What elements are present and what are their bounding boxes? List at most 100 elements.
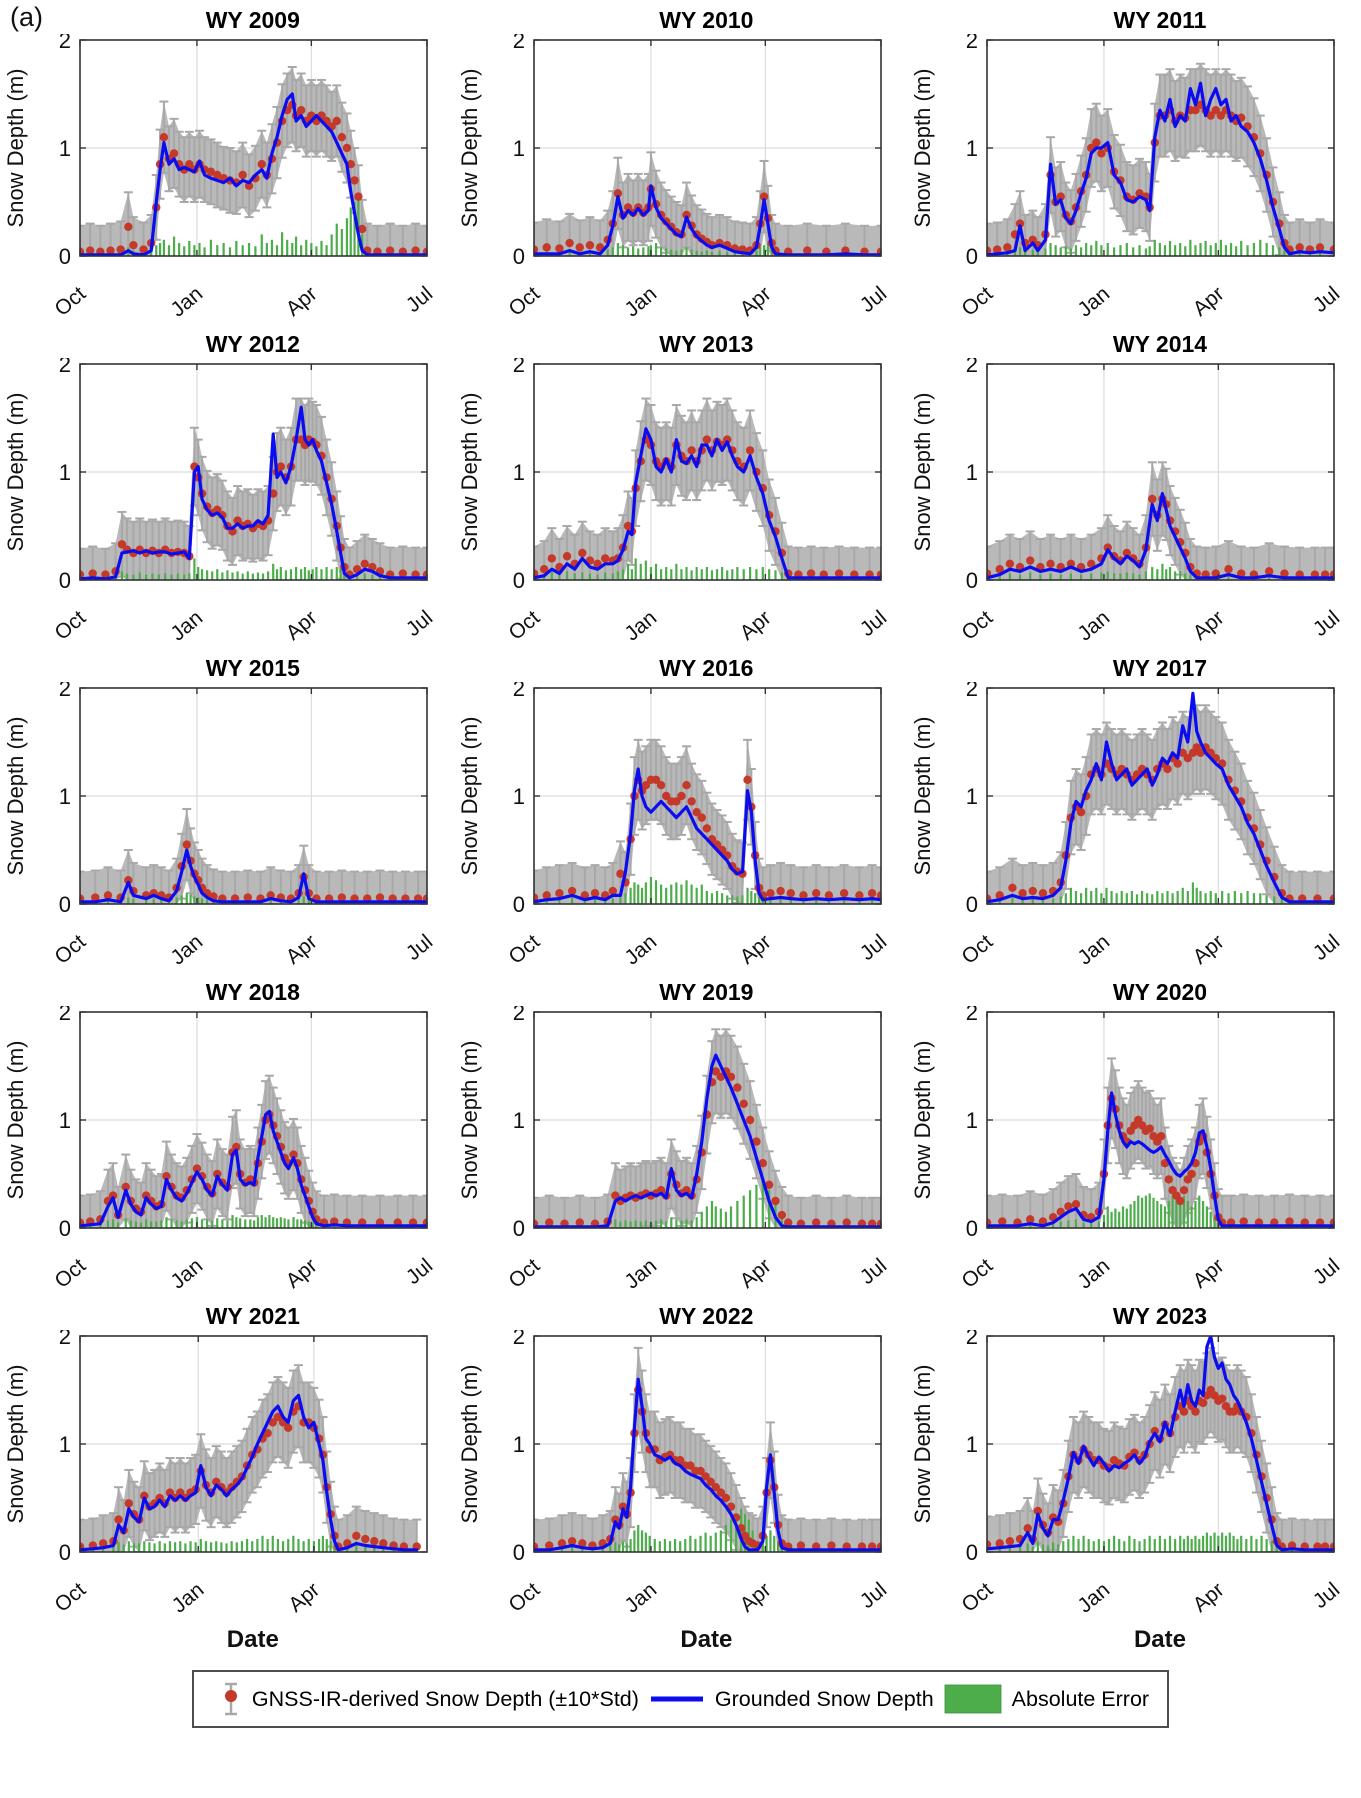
y-tick-label: 2 [59,1330,71,1349]
subplot-title: WY 2019 [659,979,754,1005]
y-axis-label: Snow Depth (m) [6,1365,28,1524]
subplot-wy-2017: WY 2017 Oct Jan Apr Jul 0 1 2 Snow Depth (m) [907,652,1361,976]
x-tick-label: Oct [958,282,998,321]
y-tick-label: 2 [59,34,71,53]
subplot-chart: Oct Jan Apr Jul 0 1 2 Snow Depth (m) [913,34,1344,322]
subplot-title: WY 2023 [1112,1303,1208,1329]
y-axis-label: Snow Depth (m) [6,69,28,228]
x-tick-label: Apr [1189,282,1229,321]
x-tick-label: Oct [50,606,90,645]
subplot-title: WY 2018 [205,979,300,1005]
panel-label: (a) [10,2,43,32]
x-tick-label: Jul [402,1254,437,1289]
x-tick-label: Jan [1074,930,1115,969]
x-tick-label: Apr [735,282,775,321]
subplot-wy-2023: WY 2023 Oct Jan Apr Jul 0 1 2 Snow Depth (m) [907,1300,1361,1624]
y-tick-label: 0 [59,244,71,269]
x-tick-label: Oct [504,1578,544,1617]
x-tick-label: Jul [402,606,437,641]
x-axis-label: Date [680,1626,733,1653]
y-tick-label: 1 [59,1108,71,1133]
x-tick-label: Jan [166,1254,207,1293]
subplot-title: WY 2016 [659,655,754,681]
y-tick-label: 0 [512,1216,524,1241]
date-row: Date Date Date [0,1626,1361,1654]
y-tick-label: 1 [59,1432,71,1457]
legend-label-grounded: Grounded Snow Depth [714,1686,934,1711]
subplot-chart: Oct Jan Apr Jul 0 1 2 Snow Depth (m) [913,358,1344,646]
y-tick-label: 2 [59,1006,71,1025]
subplot-wy-2021: WY 2021 Oct Jan Apr 0 1 2 Snow Depth (m) [0,1300,454,1624]
x-tick-label: Oct [504,606,544,645]
subplot-title: WY 2010 [659,7,754,33]
errorbar-marker-icon [224,1682,237,1716]
y-tick-label: 2 [966,682,978,701]
subplot-title: WY 2017 [1112,655,1208,681]
y-tick-label: 0 [59,892,71,917]
subplot-chart: Oct Jan Apr Jul 0 1 2 Snow Depth (m) [6,1006,437,1294]
y-axis-label: Snow Depth (m) [460,393,482,552]
x-tick-label: Jan [1074,606,1115,645]
x-tick-label: Jan [166,930,207,969]
subplot-wy-2020: WY 2020 Oct Jan Apr Jul 0 1 2 Snow Depth (m) [907,976,1361,1300]
subplot-wy-2019: WY 2019 Oct Jan Apr Jul 0 1 2 Snow Depth (m) [454,976,908,1300]
subplot-grid: WY 2009 Oct Jan Apr Jul 0 1 2 Snow Depth (m) WY 2… [0,4,1361,1624]
subplot-title: WY 2014 [1112,331,1208,357]
y-tick-label: 2 [512,34,524,53]
subplot-title: WY 2021 [205,1303,300,1329]
x-tick-label: Oct [50,282,90,321]
x-tick-label: Apr [1189,1578,1229,1617]
x-tick-label: Oct [50,930,90,969]
subplot-chart: Oct Jan Apr Jul 0 1 2 Snow Depth (m) [913,1006,1344,1294]
subplot-wy-2014: WY 2014 Oct Jan Apr Jul 0 1 2 Snow Depth (m) [907,328,1361,652]
y-axis-label: Snow Depth (m) [6,393,28,552]
y-tick-label: 1 [966,136,978,161]
x-tick-label: Jul [1309,1578,1344,1613]
y-tick-label: 2 [59,682,71,701]
subplot-chart: Oct Jan Apr Jul 0 1 2 Snow Depth (m) [6,34,437,322]
x-tick-label: Jan [620,606,661,645]
x-tick-label: Oct [504,1254,544,1293]
y-tick-label: 0 [59,1540,71,1565]
y-tick-label: 1 [59,784,71,809]
subplot-chart: Oct Jan Apr Jul 0 1 2 Snow Depth (m) [460,682,891,970]
y-tick-label: 0 [512,1540,524,1565]
y-tick-label: 0 [512,892,524,917]
y-tick-label: 1 [512,1432,524,1457]
y-axis-label: Snow Depth (m) [460,717,482,876]
y-tick-label: 1 [512,136,524,161]
y-tick-label: 1 [966,460,978,485]
x-tick-label: Oct [958,606,998,645]
x-tick-label: Oct [504,930,544,969]
legend-label-abserror: Absolute Error [1011,1686,1150,1711]
y-tick-label: 2 [966,358,978,377]
subplot-chart: Oct Jan Apr Jul 0 1 2 Snow Depth (m) [460,1330,891,1618]
subplot-title: WY 2011 [1113,7,1207,33]
subplot-wy-2022: WY 2022 Oct Jan Apr Jul 0 1 2 Snow Depth (m) [454,1300,908,1624]
x-tick-label: Jan [168,1578,209,1617]
x-tick-label: Oct [958,1578,998,1617]
y-tick-label: 2 [966,1330,978,1349]
x-tick-label: Jul [855,282,890,317]
subplot-wy-2009: WY 2009 Oct Jan Apr Jul 0 1 2 Snow Depth (m) [0,4,454,328]
x-tick-label: Apr [284,1578,324,1617]
x-tick-label: Jan [620,1578,661,1617]
x-tick-label: Jul [402,930,437,965]
legend: GNSS-IR-derived Snow Depth (±10*Std) Gro… [191,1670,1170,1728]
x-tick-label: Jul [402,282,437,317]
x-tick-label: Apr [735,930,775,969]
x-tick-label: Jan [620,930,661,969]
y-tick-label: 0 [512,568,524,593]
subplot-wy-2013: WY 2013 Oct Jan Apr Jul 0 1 2 Snow Depth (m) [454,328,908,652]
x-tick-label: Apr [282,606,322,645]
y-axis-label: Snow Depth (m) [6,717,28,876]
subplot-title: WY 2020 [1112,979,1208,1005]
legend-label-gnssir: GNSS-IR-derived Snow Depth (±10*Std) [251,1686,639,1711]
subplot-wy-2015: WY 2015 Oct Jan Apr Jul 0 1 2 Snow Depth (m) [0,652,454,976]
y-tick-label: 1 [966,784,978,809]
y-axis-label: Snow Depth (m) [6,1041,28,1200]
x-axis-label: Date [1133,1626,1186,1653]
y-axis-label: Snow Depth (m) [460,69,482,228]
y-axis-label: Snow Depth (m) [460,1041,482,1200]
